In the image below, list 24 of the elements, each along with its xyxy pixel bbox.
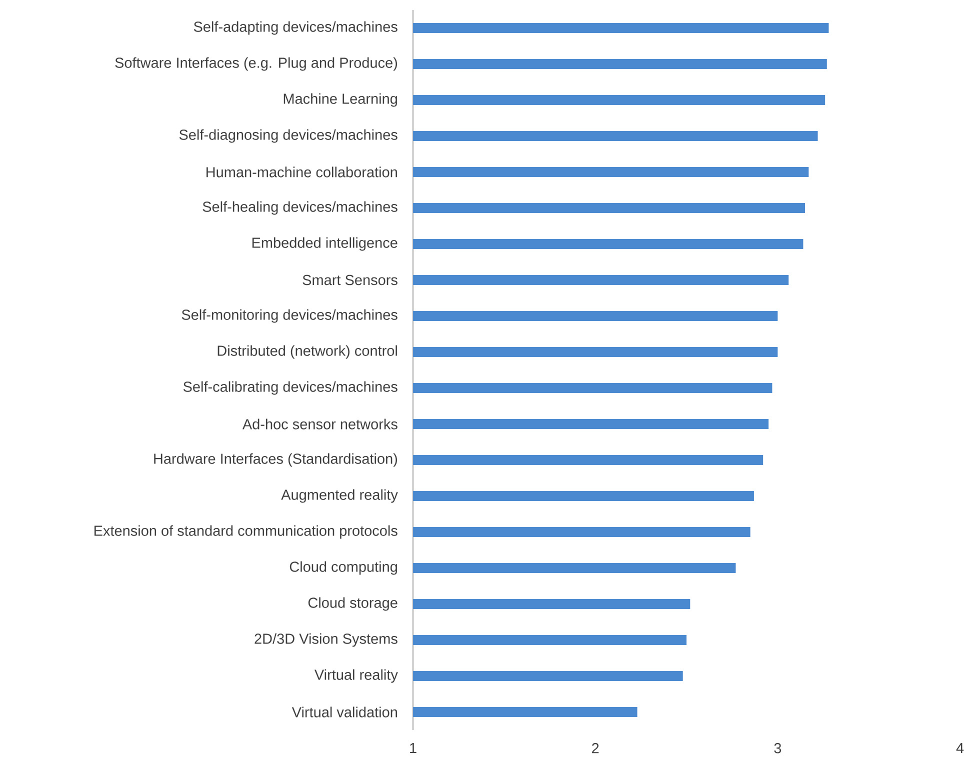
y-tick-label: Augmented reality — [281, 489, 398, 503]
y-tick-label: Human-machine collaboration — [206, 166, 397, 178]
y-tick-label: Cloud computing — [290, 561, 397, 575]
x-tick-label: 2 — [592, 743, 599, 754]
y-tick-label: Extension of standard communication protocols — [94, 525, 398, 539]
y-tick-label: Distributed (network) control — [218, 345, 397, 359]
y-tick-label: Ad-hoc sensor networks — [242, 418, 398, 430]
y-tick-label: Virtual reality — [314, 669, 398, 683]
y-tick-label: Software Interfaces (e.g. Plug and Produce) — [115, 57, 398, 71]
y-tick-label: Self-healing devices/machines — [202, 201, 398, 215]
y-tick-label: 2D/3D Vision Systems — [254, 633, 398, 647]
x-tick-label: 3 — [774, 743, 782, 754]
y-tick-label: Hardware Interfaces (Standardisation) — [154, 453, 398, 467]
x-tick-label: 1 — [410, 743, 416, 754]
y-tick-label: Self-monitoring devices/machines — [182, 309, 398, 323]
y-tick-label: Cloud storage — [308, 597, 398, 611]
x-tick-label: 4 — [956, 743, 964, 754]
y-tick-label: Self-calibrating devices/machines — [183, 381, 398, 395]
y-tick-label: Virtual validation — [292, 706, 397, 718]
y-tick-label: Machine Learning — [284, 93, 397, 107]
y-tick-label: Embedded intelligence — [252, 237, 398, 251]
y-tick-label: Self-adapting devices/machines — [194, 21, 398, 35]
y-tick-label: Smart Sensors — [302, 274, 398, 286]
y-tick-label: Self-diagnosing devices/machines — [179, 129, 398, 143]
